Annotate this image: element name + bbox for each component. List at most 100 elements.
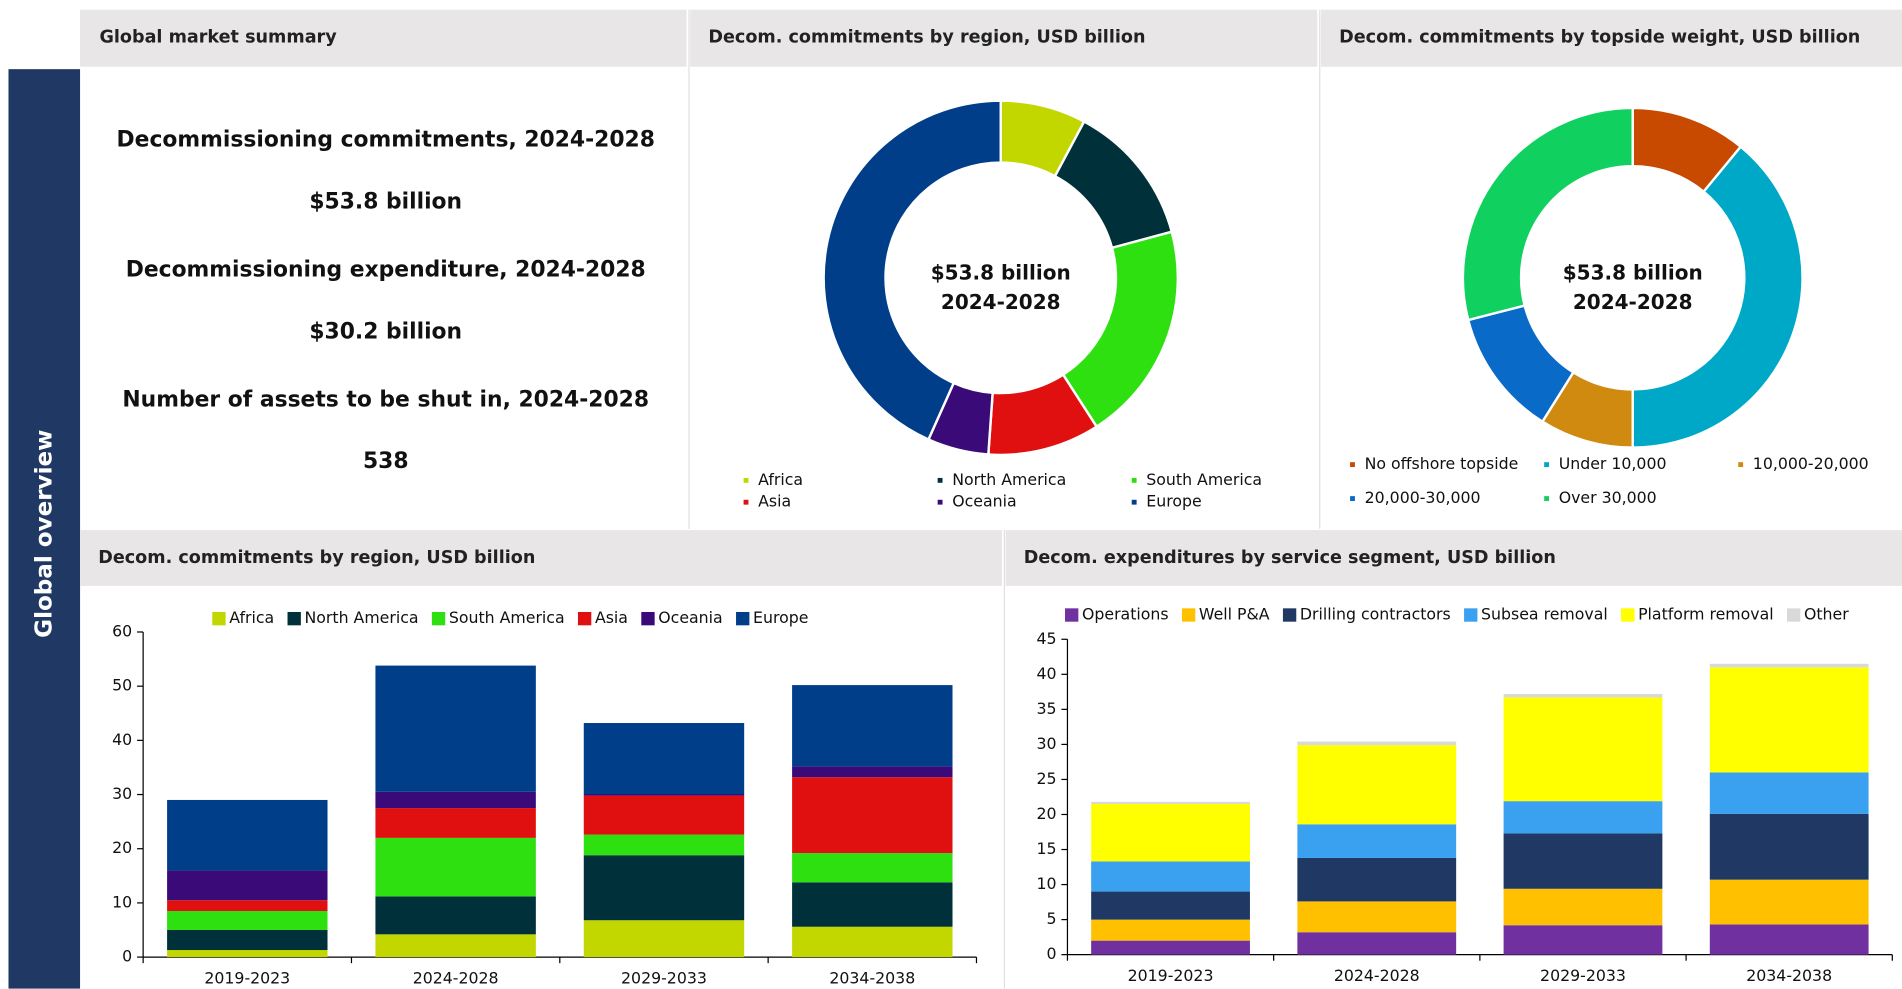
x-tick-label: 2024-2028	[413, 968, 499, 987]
bar-segment	[792, 853, 953, 883]
bar-segment	[1503, 833, 1663, 889]
bar-segment	[1297, 741, 1457, 746]
legend-marker	[1131, 477, 1137, 483]
bar-segment	[1709, 879, 1869, 925]
legend-label: Over 30,000	[1559, 488, 1657, 507]
summary-value: $30.2 billion	[309, 319, 462, 344]
legend-marker	[577, 611, 592, 626]
legend-label: Asia	[758, 492, 791, 511]
bar-segment	[1297, 857, 1457, 902]
y-tick-label: 30	[112, 784, 132, 803]
bar-segment	[1297, 745, 1457, 825]
legend-label: Subsea removal	[1481, 605, 1608, 624]
panel-title: Decom. commitments by topside weight, US…	[1339, 28, 1860, 48]
legend-label: Drilling contractors	[1300, 605, 1451, 624]
donut-segment	[1631, 145, 1804, 449]
legend-marker	[1544, 496, 1550, 501]
bar-segment	[1091, 861, 1250, 892]
panel-header	[1005, 530, 1902, 586]
legend-marker	[287, 611, 301, 626]
donut-segment	[1461, 106, 1634, 322]
legend-marker	[1464, 608, 1478, 622]
bar-segment	[167, 799, 328, 871]
center-text: $53.8 billion	[1563, 261, 1703, 285]
bar-segment	[1709, 924, 1869, 955]
panel-title: Decom. commitments by region, USD billio…	[98, 548, 535, 568]
bar-segment	[583, 855, 745, 921]
bar-segment	[1709, 667, 1869, 773]
y-tick-label: 35	[1036, 699, 1056, 718]
y-tick-label: 45	[1036, 629, 1056, 648]
bar-segment	[1709, 772, 1869, 814]
legend-marker	[1786, 608, 1801, 622]
summary-label: Decommissioning expenditure, 2024-2028	[126, 258, 646, 283]
bar-segment	[792, 777, 953, 854]
bar-segment	[1091, 891, 1250, 920]
x-tick-label: 2034-2038	[1746, 966, 1832, 985]
legend-marker	[937, 477, 943, 483]
legend-marker	[1065, 608, 1079, 622]
summary-label: Decommissioning commitments, 2024-2028	[117, 128, 655, 153]
bar-segment	[167, 950, 328, 958]
panel-title: Global market summary	[99, 28, 337, 48]
bar-segment	[1091, 919, 1250, 941]
bar-segment	[375, 665, 536, 792]
bar-segment	[583, 793, 745, 796]
y-tick-label: 10	[1036, 874, 1056, 893]
legend-label: Europe	[1146, 492, 1201, 511]
center-text: $53.8 billion	[931, 261, 1071, 285]
legend-label: Other	[1804, 605, 1849, 624]
legend-label: Africa	[758, 470, 803, 489]
panel-header	[80, 9, 687, 67]
legend-marker	[736, 611, 750, 626]
bar-segment	[167, 929, 328, 951]
legend-label: 10,000-20,000	[1753, 454, 1869, 473]
legend-marker	[1282, 608, 1297, 622]
bar-segment	[1503, 693, 1663, 698]
legend-marker	[641, 611, 655, 626]
panel-title: Decom. expenditures by service segment, …	[1024, 548, 1556, 568]
y-tick-label: 20	[112, 838, 132, 857]
bar-segment	[375, 896, 536, 935]
legend-label: South America	[449, 608, 565, 627]
panel-header	[1320, 9, 1902, 67]
bar-segment	[1503, 888, 1663, 926]
bar-segment	[1297, 824, 1457, 858]
center-subtext: 2024-2028	[941, 290, 1061, 314]
legend-marker	[1181, 608, 1196, 622]
bar-segment	[1503, 697, 1663, 802]
summary-value: 538	[363, 449, 409, 474]
legend-label: Oceania	[952, 492, 1016, 511]
y-tick-label: 40	[1036, 664, 1056, 683]
y-tick-label: 25	[1036, 769, 1056, 788]
panel-header	[80, 530, 1002, 586]
bar-segment	[1503, 925, 1663, 955]
bar-segment	[792, 766, 953, 778]
bar-segment	[375, 808, 536, 838]
legend-marker	[743, 477, 749, 483]
y-tick-label: 60	[112, 621, 132, 640]
legend-label: 20,000-30,000	[1365, 488, 1481, 507]
legend-marker	[1621, 608, 1635, 622]
bar-segment	[583, 834, 745, 856]
y-tick-label: 50	[112, 676, 132, 695]
bar-segment	[167, 911, 328, 930]
legend-label: North America	[305, 608, 419, 627]
y-tick-label: 0	[122, 947, 132, 966]
bar-segment	[167, 900, 328, 912]
legend-label: South America	[1146, 470, 1262, 489]
y-tick-label: 5	[1047, 909, 1057, 928]
legend-label: Well P&A	[1199, 605, 1270, 624]
legend-label: Platform removal	[1638, 605, 1774, 624]
legend-label: Oceania	[658, 608, 722, 627]
center-subtext: 2024-2028	[1573, 290, 1693, 314]
x-tick-label: 2019-2023	[1128, 966, 1214, 985]
x-tick-label: 2019-2023	[204, 968, 290, 987]
legend-marker	[1350, 496, 1355, 501]
legend-marker	[212, 611, 226, 626]
bar-segment	[1503, 801, 1663, 834]
legend-marker	[1544, 462, 1550, 468]
bar-segment	[792, 926, 953, 958]
